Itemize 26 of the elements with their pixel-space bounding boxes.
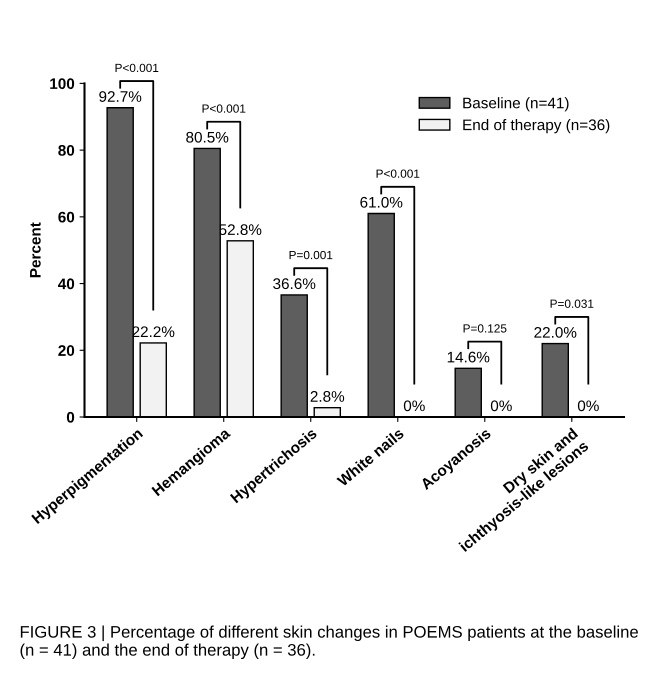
data-label: 14.6%: [448, 352, 490, 362]
data-label: 92.7%: [99, 91, 142, 102]
data-label: 2.8%: [310, 391, 344, 402]
annotation: P=0.125: [464, 324, 506, 333]
data-label: 0%: [490, 400, 512, 412]
annotation: P=0.031: [550, 300, 594, 308]
y-tick-label: 80: [58, 144, 74, 156]
data-label: 22.0%: [534, 326, 576, 338]
y-axis-title: Percent: [30, 222, 41, 278]
y-tick-label: 20: [58, 345, 74, 356]
legend-label: Baseline (n=41): [463, 97, 569, 112]
data-label: 61.0%: [360, 196, 402, 208]
data-label: 36.6%: [273, 278, 316, 290]
data-label: 0%: [578, 400, 599, 412]
legend-label: End of therapy (n=36): [463, 119, 610, 134]
annotation: P<0.001: [202, 104, 246, 113]
annotation: P=0.001: [290, 250, 332, 260]
data-label: 0%: [404, 400, 425, 412]
annotation: P<0.001: [376, 169, 420, 178]
y-tick-label: 40: [58, 278, 74, 290]
y-tick-label: 0: [66, 412, 74, 423]
text: P<0.001: [116, 64, 158, 72]
data-label: 80.5%: [186, 132, 228, 143]
caption: FIGURE 3 | Percentage of different skin changes in POEMS patients at the baseline (n = 41) and the end of therapy (n = 36).: [20, 626, 638, 660]
y-tick-label: 60: [58, 212, 74, 223]
y-tick-label: 100: [50, 78, 74, 90]
